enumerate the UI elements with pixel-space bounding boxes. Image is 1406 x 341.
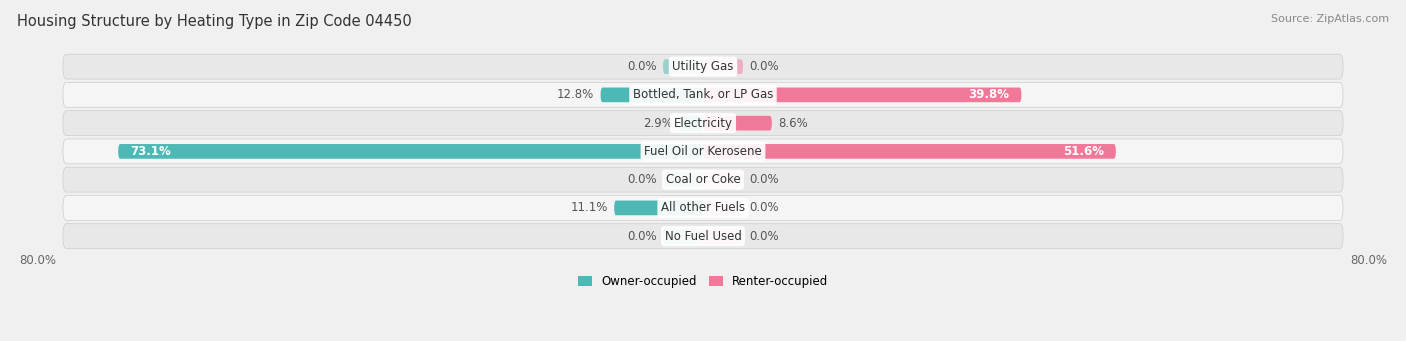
FancyBboxPatch shape bbox=[679, 116, 703, 131]
Text: 0.0%: 0.0% bbox=[749, 173, 779, 186]
FancyBboxPatch shape bbox=[664, 172, 703, 187]
Text: Utility Gas: Utility Gas bbox=[672, 60, 734, 73]
Text: 0.0%: 0.0% bbox=[627, 60, 657, 73]
FancyBboxPatch shape bbox=[664, 59, 703, 74]
Text: 73.1%: 73.1% bbox=[131, 145, 172, 158]
Text: 80.0%: 80.0% bbox=[1350, 254, 1386, 267]
FancyBboxPatch shape bbox=[703, 88, 1021, 102]
Text: Source: ZipAtlas.com: Source: ZipAtlas.com bbox=[1271, 14, 1389, 24]
Text: 12.8%: 12.8% bbox=[557, 88, 595, 101]
Text: 0.0%: 0.0% bbox=[627, 173, 657, 186]
Legend: Owner-occupied, Renter-occupied: Owner-occupied, Renter-occupied bbox=[572, 270, 834, 293]
Text: 80.0%: 80.0% bbox=[20, 254, 56, 267]
FancyBboxPatch shape bbox=[703, 59, 742, 74]
Text: 2.9%: 2.9% bbox=[644, 117, 673, 130]
Text: 0.0%: 0.0% bbox=[749, 202, 779, 214]
Text: 39.8%: 39.8% bbox=[969, 88, 1010, 101]
FancyBboxPatch shape bbox=[703, 172, 742, 187]
FancyBboxPatch shape bbox=[63, 54, 1343, 79]
FancyBboxPatch shape bbox=[63, 139, 1343, 164]
FancyBboxPatch shape bbox=[703, 201, 742, 215]
Text: 0.0%: 0.0% bbox=[749, 229, 779, 243]
FancyBboxPatch shape bbox=[703, 144, 1116, 159]
FancyBboxPatch shape bbox=[63, 224, 1343, 249]
Text: 51.6%: 51.6% bbox=[1063, 145, 1104, 158]
Text: 8.6%: 8.6% bbox=[778, 117, 808, 130]
FancyBboxPatch shape bbox=[63, 83, 1343, 107]
Text: Fuel Oil or Kerosene: Fuel Oil or Kerosene bbox=[644, 145, 762, 158]
Text: No Fuel Used: No Fuel Used bbox=[665, 229, 741, 243]
Text: Electricity: Electricity bbox=[673, 117, 733, 130]
FancyBboxPatch shape bbox=[118, 144, 703, 159]
Text: Bottled, Tank, or LP Gas: Bottled, Tank, or LP Gas bbox=[633, 88, 773, 101]
FancyBboxPatch shape bbox=[600, 88, 703, 102]
Text: 0.0%: 0.0% bbox=[749, 60, 779, 73]
Text: 11.1%: 11.1% bbox=[571, 202, 607, 214]
FancyBboxPatch shape bbox=[614, 201, 703, 215]
Text: 0.0%: 0.0% bbox=[627, 229, 657, 243]
FancyBboxPatch shape bbox=[703, 116, 772, 131]
FancyBboxPatch shape bbox=[703, 229, 742, 243]
FancyBboxPatch shape bbox=[63, 111, 1343, 136]
Text: Coal or Coke: Coal or Coke bbox=[665, 173, 741, 186]
FancyBboxPatch shape bbox=[664, 229, 703, 243]
Text: All other Fuels: All other Fuels bbox=[661, 202, 745, 214]
FancyBboxPatch shape bbox=[63, 167, 1343, 192]
FancyBboxPatch shape bbox=[63, 195, 1343, 220]
Text: Housing Structure by Heating Type in Zip Code 04450: Housing Structure by Heating Type in Zip… bbox=[17, 14, 412, 29]
